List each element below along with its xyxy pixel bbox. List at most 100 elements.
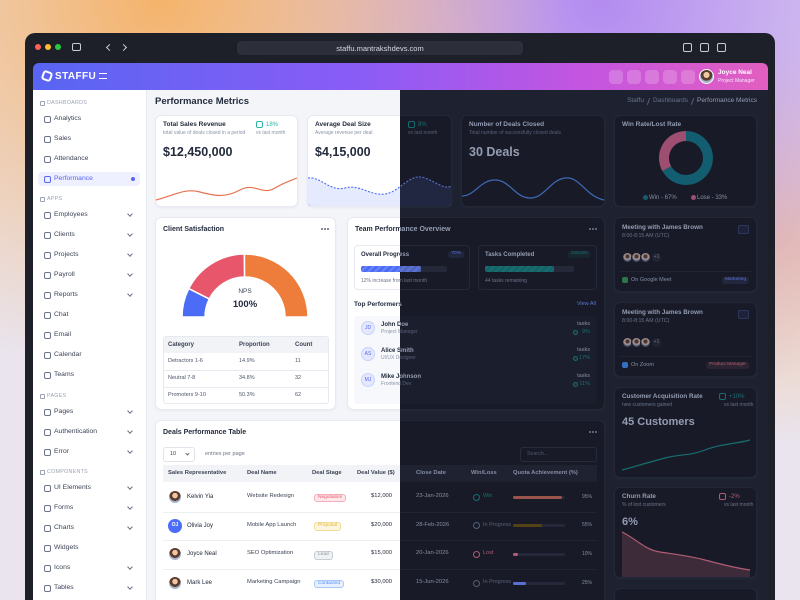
sidebar-item[interactable]: Error bbox=[54, 447, 70, 455]
performer-initials: MJ bbox=[364, 376, 372, 383]
quota-track bbox=[513, 552, 565, 556]
quota-bar bbox=[513, 552, 519, 556]
menu-icon[interactable] bbox=[99, 73, 107, 79]
sidebar-item[interactable]: Calendar bbox=[54, 350, 82, 358]
kebab-dot bbox=[589, 431, 591, 433]
brand: STAFFU bbox=[55, 70, 97, 82]
deal-name: Marketing Campaign bbox=[247, 579, 301, 586]
sidebar-item[interactable]: Teams bbox=[54, 370, 75, 378]
kpi-subtitle: Total number of successfully closed deal… bbox=[469, 130, 561, 136]
breadcrumb-item[interactable]: Performance Metrics bbox=[697, 97, 757, 105]
sidebar-item[interactable]: Chat bbox=[54, 310, 69, 318]
avatar bbox=[699, 69, 714, 84]
menu-icon bbox=[44, 271, 51, 279]
metric-card bbox=[614, 387, 757, 478]
progress-label: Overall Progress bbox=[361, 252, 410, 258]
progress-badge: 70% bbox=[448, 251, 464, 258]
performer-tasks-label: tasks bbox=[577, 321, 590, 327]
sidebar-item[interactable]: Pages bbox=[54, 407, 74, 415]
url-bar[interactable] bbox=[237, 41, 523, 55]
performer-tasks-label: tasks bbox=[577, 373, 590, 379]
deal-value: $15,000 bbox=[371, 550, 392, 557]
page-size-select[interactable] bbox=[163, 447, 195, 462]
header-icon-button[interactable] bbox=[627, 70, 641, 84]
kpi-card bbox=[461, 115, 605, 207]
row-divider bbox=[163, 569, 597, 571]
avatar bbox=[168, 576, 182, 591]
view-all-link[interactable]: View All bbox=[576, 301, 596, 307]
expand-button[interactable] bbox=[738, 225, 749, 234]
sidebar-item[interactable]: Icons bbox=[54, 563, 71, 571]
progress-note: 12% increase from last month bbox=[361, 278, 428, 284]
kpi-change-note: vs last month bbox=[256, 130, 286, 136]
change-icon bbox=[408, 121, 415, 128]
header-icon-button[interactable] bbox=[663, 70, 677, 84]
sidebar-item[interactable]: UI Elements bbox=[54, 483, 92, 491]
sidebar-section-title: APPS bbox=[47, 195, 63, 202]
kpi-subtitle: Average revenue per deal bbox=[315, 130, 373, 136]
avatar bbox=[640, 337, 651, 348]
table-header: Close Date bbox=[416, 469, 446, 476]
kebab-dot bbox=[327, 228, 329, 230]
user-name: Joyce Neal bbox=[718, 68, 752, 76]
sidebar-item[interactable]: Performance bbox=[54, 174, 93, 182]
rep-name: Olivia Joy bbox=[187, 522, 214, 529]
section-title: Top Performers bbox=[354, 301, 402, 308]
platform-icon bbox=[622, 362, 628, 368]
table-frame bbox=[163, 336, 329, 404]
deal-stage: Contacted bbox=[314, 579, 344, 589]
sidebar-item[interactable]: Forms bbox=[54, 503, 74, 511]
window-dot bbox=[45, 44, 51, 50]
table-cell: 11 bbox=[295, 358, 301, 364]
table-header: Deal Value ($) bbox=[357, 469, 395, 476]
sidebar-item[interactable]: Authentication bbox=[54, 427, 98, 435]
header-icon-button[interactable] bbox=[681, 70, 695, 84]
sidebar-item[interactable]: Attendance bbox=[54, 154, 89, 162]
sidebar-item[interactable]: Sales bbox=[54, 134, 72, 142]
sidebar-toggle bbox=[72, 43, 81, 51]
menu-icon bbox=[44, 155, 51, 163]
meeting-platform: On Google Meet bbox=[631, 276, 672, 283]
menu-icon bbox=[44, 135, 51, 143]
sidebar-item[interactable]: Employees bbox=[54, 210, 88, 218]
sidebar-item[interactable]: Analytics bbox=[54, 114, 82, 122]
meeting-platform: On Zoom bbox=[631, 361, 654, 368]
section-icon bbox=[40, 469, 45, 475]
row-divider bbox=[164, 370, 328, 371]
search-placeholder: Search... bbox=[527, 450, 549, 457]
performer-change: 11% bbox=[579, 381, 590, 387]
breadcrumb-item[interactable]: Staffu bbox=[627, 97, 644, 105]
metric-title: Customer Acquisition Rate bbox=[622, 393, 703, 400]
rep-name: Mark Lee bbox=[187, 580, 213, 587]
menu-icon bbox=[44, 524, 51, 532]
sidebar-item[interactable]: Projects bbox=[54, 250, 79, 258]
menu-icon bbox=[44, 115, 51, 123]
sidebar-item[interactable]: Reports bbox=[54, 290, 78, 298]
header-icon-button[interactable] bbox=[645, 70, 659, 84]
expand-button[interactable] bbox=[738, 310, 749, 319]
sidebar-item[interactable]: Email bbox=[54, 330, 71, 338]
sidebar-item[interactable]: Widgets bbox=[54, 543, 79, 551]
table-cell: 50.3% bbox=[239, 392, 255, 398]
table-header: Quota Achievement (%) bbox=[513, 469, 578, 476]
close-date: 23-Jan-2026 bbox=[416, 493, 449, 499]
browser-button[interactable] bbox=[700, 43, 709, 52]
performer-change: 9% bbox=[582, 329, 590, 335]
sidebar-item[interactable]: Charts bbox=[54, 523, 75, 531]
metric-card bbox=[614, 588, 757, 600]
header-icon-button[interactable] bbox=[609, 70, 623, 84]
sidebar-section-title: PAGES bbox=[47, 392, 67, 399]
metric-change-note: vs last month bbox=[724, 502, 754, 508]
menu-icon bbox=[44, 211, 51, 219]
breadcrumb-item[interactable]: Dashboards bbox=[652, 97, 689, 105]
browser-button[interactable] bbox=[717, 43, 726, 52]
sidebar-item[interactable]: Tables bbox=[54, 583, 74, 591]
menu-icon bbox=[44, 544, 51, 552]
performer-role: Project Manager bbox=[381, 329, 418, 335]
performer-name: John Doe bbox=[381, 322, 409, 328]
browser-button[interactable] bbox=[683, 43, 692, 52]
quota-bar bbox=[513, 581, 526, 585]
sidebar-item[interactable]: Payroll bbox=[54, 270, 75, 278]
sidebar-item[interactable]: Clients bbox=[54, 230, 75, 238]
legend-swatch bbox=[691, 195, 696, 200]
